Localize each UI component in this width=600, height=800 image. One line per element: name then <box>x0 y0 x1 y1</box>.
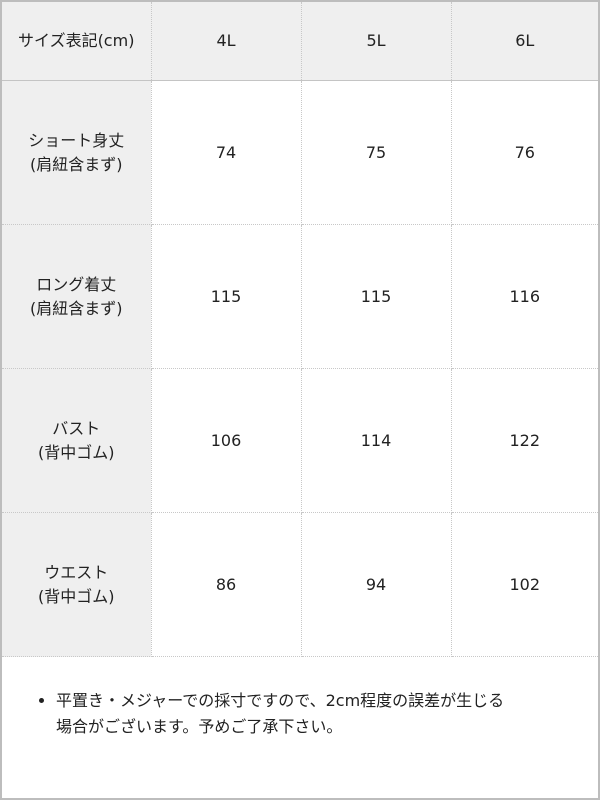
note-line: 平置き・メジャーでの採寸ですので、2cm程度の誤差が生じる <box>56 691 505 710</box>
row-label: バスト (背中ゴム) <box>2 368 152 513</box>
cell: 76 <box>451 80 598 225</box>
row-label-sub: (背中ゴム) <box>38 442 115 462</box>
measurement-note: 平置き・メジャーでの採寸ですので、2cm程度の誤差が生じる場合がございます。予め… <box>40 688 580 740</box>
table-row: ウエスト (背中ゴム) 86 94 102 <box>2 512 598 657</box>
header-4l: 4L <box>151 2 302 81</box>
cell: 75 <box>301 80 452 225</box>
cell: 122 <box>451 368 598 513</box>
table-row: バスト (背中ゴム) 106 114 122 <box>2 368 598 513</box>
row-label: ロング着丈 (肩紐含まず) <box>2 224 152 369</box>
row-label-main: バスト <box>52 418 101 438</box>
row-label-main: ウエスト <box>44 562 109 582</box>
note-item: 平置き・メジャーでの採寸ですので、2cm程度の誤差が生じる場合がございます。予め… <box>56 688 580 740</box>
table-row: ショート身丈 (肩紐含まず) 74 75 76 <box>2 80 598 225</box>
size-table: サイズ表記(cm) 4L 5L 6L ショート身丈 (肩紐含まず) 74 75 7… <box>2 2 598 657</box>
cell: 116 <box>451 224 598 369</box>
note-line: 場合がございます。予めご了承下さい。 <box>56 717 343 736</box>
cell: 115 <box>301 224 452 369</box>
cell: 102 <box>451 512 598 657</box>
row-label-main: ロング着丈 <box>36 274 117 294</box>
row-label: ショート身丈 (肩紐含まず) <box>2 80 152 225</box>
table-row: ロング着丈 (肩紐含まず) 115 115 116 <box>2 224 598 369</box>
cell: 114 <box>301 368 452 513</box>
row-label-sub: (背中ゴム) <box>38 586 115 606</box>
cell: 106 <box>151 368 302 513</box>
row-label-sub: (肩紐含まず) <box>30 298 123 318</box>
cell: 94 <box>301 512 452 657</box>
cell: 86 <box>151 512 302 657</box>
header-6l: 6L <box>451 2 598 81</box>
row-label: ウエスト (背中ゴム) <box>2 512 152 657</box>
cell: 74 <box>151 80 302 225</box>
cell: 115 <box>151 224 302 369</box>
header-row: サイズ表記(cm) 4L 5L 6L <box>2 2 598 81</box>
row-label-main: ショート身丈 <box>28 130 125 150</box>
header-5l: 5L <box>301 2 452 81</box>
row-label-sub: (肩紐含まず) <box>30 154 123 174</box>
header-size-label: サイズ表記(cm) <box>2 2 152 81</box>
